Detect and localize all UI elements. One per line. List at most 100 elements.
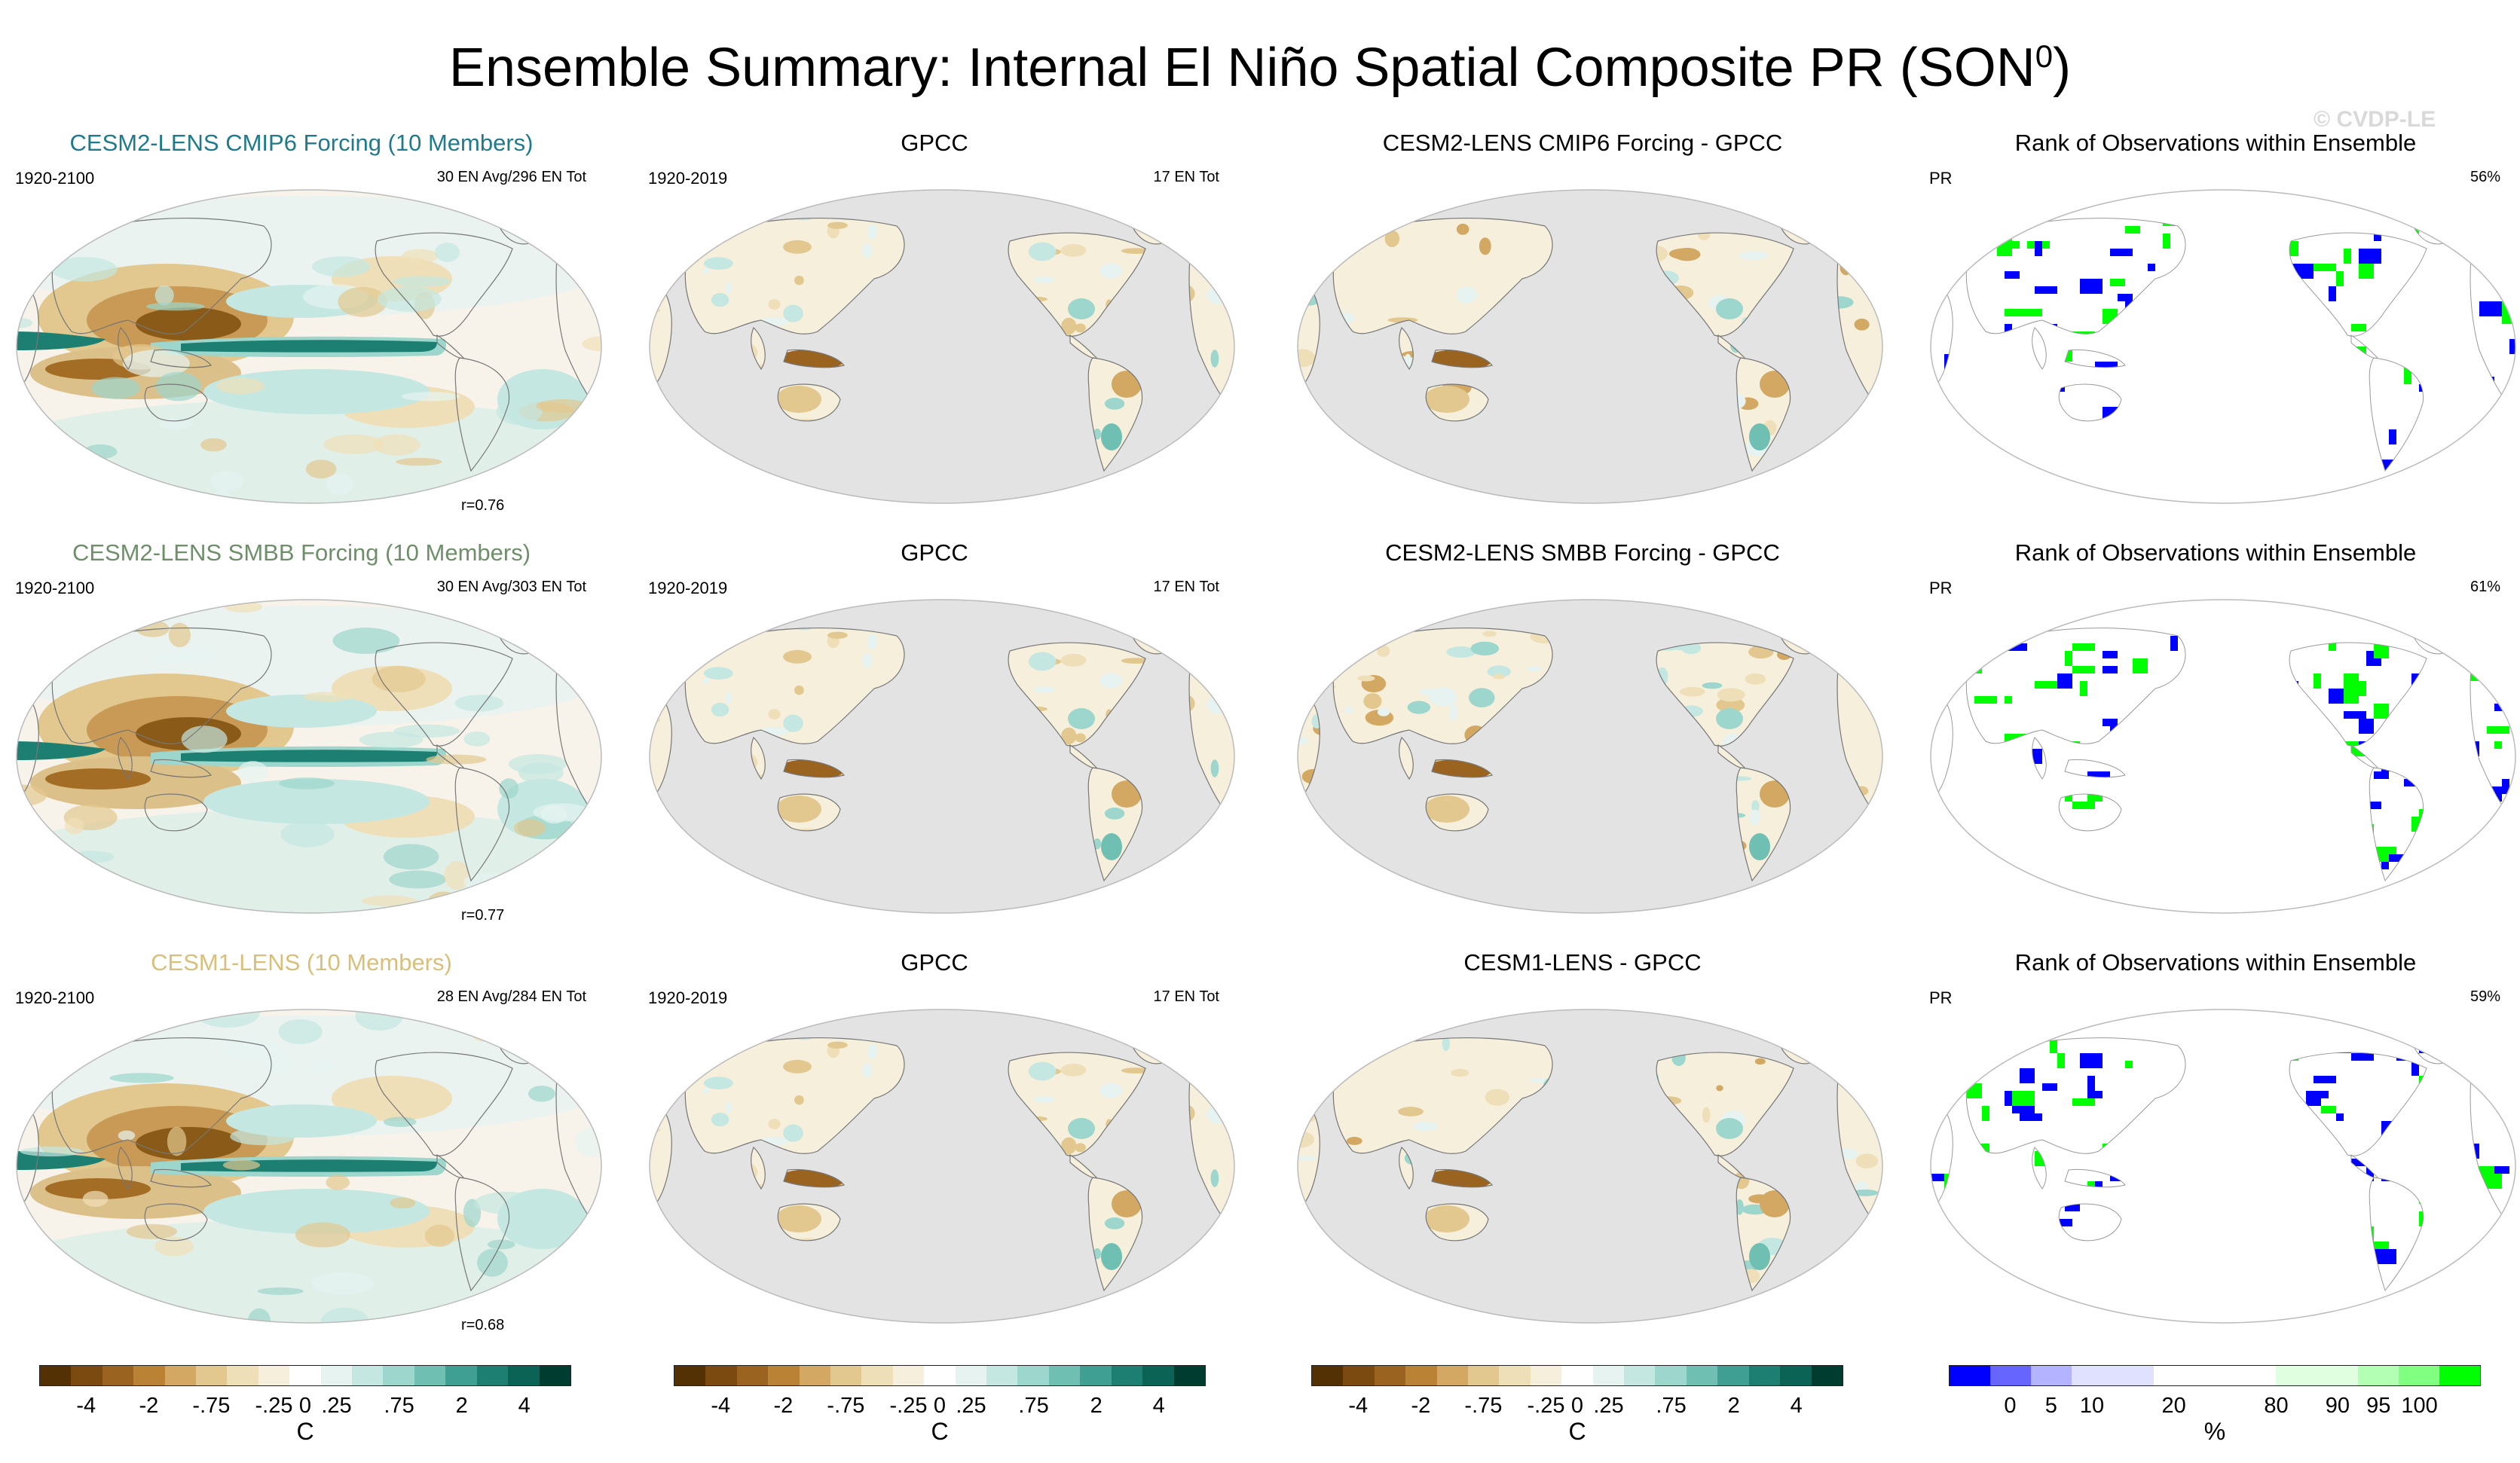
colorbar-swatch (40, 1366, 72, 1385)
colorbar-tick-label: 2 (1090, 1394, 1102, 1418)
colorbar-swatch (2072, 1366, 2113, 1385)
map-obs-row2 (649, 599, 1235, 914)
colorbar-diff (1311, 1365, 1843, 1386)
colorbar-obs (674, 1365, 1206, 1386)
colorbar-swatch (352, 1366, 384, 1385)
panel-rank-row1: Rank of Observations within Ensemble PR … (1914, 113, 2517, 505)
colorbar-swatch (1374, 1366, 1406, 1385)
panel-rank-row3: Rank of Observations within Ensemble PR … (1914, 933, 2517, 1324)
event-count: 28 EN Avg/284 EN Tot (436, 988, 586, 1005)
event-count: 17 EN Tot (1153, 169, 1219, 185)
years-label: 1920-2019 (648, 579, 728, 597)
colorbar-tick-label: -.75 (827, 1394, 865, 1418)
colorbar-model-unit: C (296, 1418, 314, 1445)
colorbar-tick-label: -.75 (192, 1394, 231, 1418)
rank-percent: 56% (2470, 169, 2500, 185)
colorbar-tick-label: -4 (1348, 1394, 1369, 1418)
colorbar-tick-label: -.25 (255, 1394, 293, 1418)
colorbar-swatch (1624, 1366, 1656, 1385)
colorbar-swatch (799, 1366, 831, 1385)
colorbar-swatch (1811, 1366, 1843, 1385)
variable-label: PR (1929, 988, 1953, 1007)
colorbar-tick-label: -.25 (889, 1394, 928, 1418)
colorbar-swatch (768, 1366, 800, 1385)
panel-title: CESM1-LENS - GPCC (1463, 949, 1702, 976)
years-label: 1920-2019 (648, 988, 728, 1007)
colorbar-tick-label: 90 (2325, 1394, 2350, 1418)
colorbar-tick-label: 0 (933, 1394, 947, 1418)
colorbar-swatch (133, 1366, 165, 1385)
colorbar-swatch (1312, 1366, 1344, 1385)
colorbar-swatch (2031, 1366, 2072, 1385)
colorbar-obs-unit: C (931, 1418, 949, 1445)
colorbar-swatch (2276, 1366, 2317, 1385)
map-diff-row2 (1297, 599, 1883, 914)
colorbar-swatch (508, 1366, 540, 1385)
colorbar-swatch (1048, 1366, 1081, 1385)
panel-title: Rank of Observations within Ensemble (2014, 539, 2417, 566)
colorbar-swatch (1990, 1366, 2032, 1385)
colorbar-tick-label: -2 (1411, 1394, 1431, 1418)
colorbar-tick-label: 95 (2366, 1394, 2391, 1418)
panel-title: CESM2-LENS SMBB Forcing (10 Members) (72, 539, 531, 566)
years-label: 1920-2100 (15, 169, 95, 188)
colorbar-rank-unit: % (2203, 1418, 2226, 1445)
colorbar-swatch (2357, 1366, 2399, 1385)
colorbar-swatch (1655, 1366, 1687, 1385)
colorbar-swatch (1468, 1366, 1500, 1385)
colorbar-swatch (539, 1366, 570, 1385)
colorbar-swatch (1111, 1366, 1143, 1385)
colorbar-tick-label: 80 (2264, 1394, 2289, 1418)
event-count: 17 EN Tot (1153, 579, 1219, 595)
colorbar-swatch (986, 1366, 1018, 1385)
colorbar-tick-label: 2 (1727, 1394, 1740, 1418)
colorbar-tick-label: .25 (321, 1394, 352, 1418)
panel-obs-row1: GPCC 1920-2019 17 EN Tot (633, 113, 1236, 505)
panel-diff-row2: CESM2-LENS SMBB Forcing - GPCC (1281, 523, 1884, 915)
colorbar-swatch (445, 1366, 477, 1385)
colorbar-model (39, 1365, 571, 1386)
colorbar-swatch (955, 1366, 987, 1385)
colorbar-swatch (196, 1366, 228, 1385)
panel-model-row1: CESM2-LENS CMIP6 Forcing (10 Members) 19… (0, 113, 603, 514)
colorbar-tick-label: .25 (1593, 1394, 1624, 1418)
colorbar-tick-label: -.25 (1527, 1394, 1565, 1418)
panel-title: Rank of Observations within Ensemble (2014, 130, 2417, 156)
colorbar-swatch (1142, 1366, 1174, 1385)
colorbar-swatch (705, 1366, 737, 1385)
map-model-row1 (16, 189, 602, 504)
panel-diff-row3: CESM1-LENS - GPCC (1281, 933, 1884, 1324)
panel-obs-row3: GPCC 1920-2019 17 EN Tot (633, 933, 1236, 1324)
panel-obs-row2: GPCC 1920-2019 17 EN Tot (633, 523, 1236, 915)
colorbar-swatch (164, 1366, 197, 1385)
colorbar-rank-labels: 0 5 10 20 80 90 95 100 (1949, 1394, 2481, 1424)
title-superscript: 0 (2035, 38, 2054, 74)
pattern-correlation: r=0.68 (461, 1317, 505, 1333)
colorbar-tick-label: -2 (139, 1394, 159, 1418)
colorbar-tick-label: .75 (1656, 1394, 1687, 1418)
years-label: 1920-2100 (15, 579, 95, 597)
colorbar-tick-label: -.75 (1464, 1394, 1503, 1418)
map-obs-row1 (649, 189, 1235, 504)
colorbar-tick-label: 20 (2161, 1394, 2186, 1418)
map-obs-row3 (649, 1009, 1235, 1324)
colorbar-swatch (1173, 1366, 1205, 1385)
colorbar-swatch (102, 1366, 134, 1385)
panel-rank-row2: Rank of Observations within Ensemble PR … (1914, 523, 2517, 915)
colorbar-tick-label: 4 (1152, 1394, 1165, 1418)
colorbar-swatch (258, 1366, 290, 1385)
map-diff-row1 (1297, 189, 1883, 504)
variable-label: PR (1929, 579, 1953, 597)
event-count: 30 EN Avg/303 EN Tot (436, 579, 586, 595)
colorbar-swatch (830, 1366, 862, 1385)
colorbar-swatch (1748, 1366, 1781, 1385)
map-model-row2 (16, 599, 602, 914)
variable-label: PR (1929, 169, 1953, 188)
colorbar-tick-label: 4 (518, 1394, 531, 1418)
rank-percent: 59% (2470, 988, 2500, 1005)
colorbar-swatch (1950, 1366, 1991, 1385)
colorbar-swatch (736, 1366, 769, 1385)
map-rank-row2 (1930, 599, 2516, 914)
colorbar-swatch (2235, 1366, 2277, 1385)
colorbar-swatch (1499, 1366, 1531, 1385)
